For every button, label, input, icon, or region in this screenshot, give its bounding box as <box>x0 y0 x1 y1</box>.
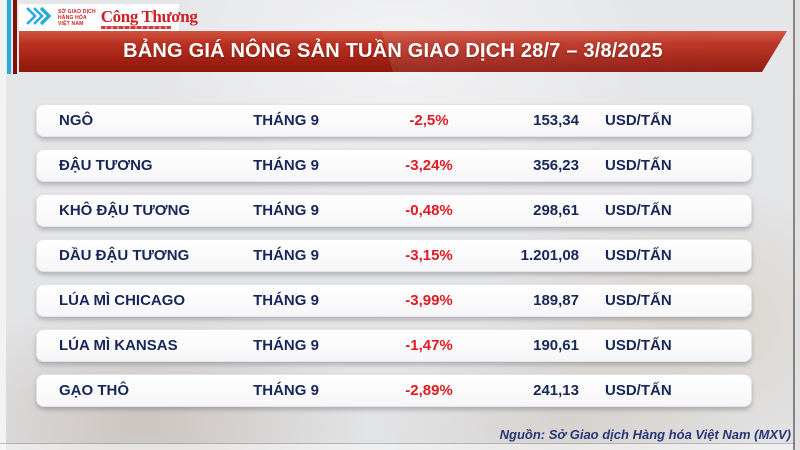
cong-thuong-slogan-bar <box>100 25 171 29</box>
contract-month: THÁNG 9 <box>253 337 319 354</box>
price-unit: USD/TẤN <box>605 202 672 219</box>
contract-month: THÁNG 9 <box>253 202 319 219</box>
contract-month: THÁNG 9 <box>253 247 319 264</box>
mxv-logo-text: SỞ GIAO DỊCH HÀNG HÓA VIỆT NAM <box>58 9 96 27</box>
price-unit: USD/TẤN <box>605 292 672 309</box>
commodity-name: GẠO THÔ <box>59 382 129 399</box>
price-unit: USD/TẤN <box>605 382 672 399</box>
price-value: 241,13 <box>533 382 579 399</box>
blue-stripe <box>7 0 11 74</box>
commodity-name: KHÔ ĐẬU TƯƠNG <box>59 202 191 219</box>
contract-month: THÁNG 9 <box>253 382 319 399</box>
commodity-name: LÚA MÌ CHICAGO <box>59 292 186 309</box>
table-row: ĐẬU TƯƠNG THÁNG 9 -3,24% 356,23 USD/TẤN <box>36 149 752 182</box>
title-banner: BẢNG GIÁ NÔNG SẢN TUẦN GIAO DỊCH 28/7 – … <box>19 31 787 72</box>
price-unit: USD/TẤN <box>605 247 672 264</box>
contract-month: THÁNG 9 <box>253 112 319 129</box>
table-row: KHÔ ĐẬU TƯƠNG THÁNG 9 -0,48% 298,61 USD/… <box>36 194 752 227</box>
change-percent: -1,47% <box>405 337 453 354</box>
maroon-stripe <box>13 0 17 74</box>
mxv-logo-line: VIỆT NAM <box>58 21 84 27</box>
cong-thuong-logo: Công Thương <box>100 6 198 29</box>
mxv-logo-icon <box>25 6 55 31</box>
price-unit: USD/TẤN <box>605 157 672 174</box>
price-value: 356,23 <box>533 157 579 174</box>
change-percent: -3,15% <box>405 247 453 264</box>
change-percent: -3,24% <box>405 157 453 174</box>
bottom-band <box>0 444 793 450</box>
commodity-name: NGÔ <box>59 112 94 129</box>
change-percent: -2,5% <box>409 112 449 129</box>
logo-strip: SỞ GIAO DỊCH HÀNG HÓA VIỆT NAM Công Thươ… <box>19 4 198 32</box>
table-row: LÚA MÌ KANSAS THÁNG 9 -1,47% 190,61 USD/… <box>36 329 752 362</box>
table-row: NGÔ THÁNG 9 -2,5% 153,34 USD/TẤN <box>36 104 752 137</box>
source-note: Nguồn: Sở Giao dịch Hàng hóa Việt Nam (M… <box>499 427 791 442</box>
table-row: DẦU ĐẬU TƯƠNG THÁNG 9 -3,15% 1.201,08 US… <box>36 239 752 272</box>
price-value: 1.201,08 <box>520 247 579 264</box>
commodity-name: DẦU ĐẬU TƯƠNG <box>59 247 190 264</box>
table-row: GẠO THÔ THÁNG 9 -2,89% 241,13 USD/TẤN <box>36 374 752 407</box>
mxv-logo-line: SỞ GIAO DỊCH <box>58 9 96 15</box>
price-unit: USD/TẤN <box>605 337 672 354</box>
price-value: 153,34 <box>533 112 579 129</box>
right-edge-line <box>793 0 795 450</box>
table-row: LÚA MÌ CHICAGO THÁNG 9 -3,99% 189,87 USD… <box>36 284 752 317</box>
contract-month: THÁNG 9 <box>253 292 319 309</box>
price-value: 298,61 <box>533 202 579 219</box>
change-percent: -0,48% <box>405 202 453 219</box>
cong-thuong-wordmark: Công Thương <box>100 6 198 26</box>
page-title: BẢNG GIÁ NÔNG SẢN TUẦN GIAO DỊCH 28/7 – … <box>123 40 663 62</box>
price-rows: NGÔ THÁNG 9 -2,5% 153,34 USD/TẤN ĐẬU TƯƠ… <box>36 104 752 419</box>
left-edge-band <box>0 0 6 450</box>
contract-month: THÁNG 9 <box>253 157 319 174</box>
price-value: 189,87 <box>533 292 579 309</box>
price-value: 190,61 <box>533 337 579 354</box>
change-percent: -3,99% <box>405 292 453 309</box>
change-percent: -2,89% <box>405 382 453 399</box>
bottom-divider <box>0 443 800 444</box>
mxv-logo-line: HÀNG HÓA <box>58 15 87 21</box>
right-edge-band <box>795 0 800 450</box>
price-unit: USD/TẤN <box>605 112 672 129</box>
commodity-name: LÚA MÌ KANSAS <box>59 337 178 354</box>
commodity-name: ĐẬU TƯƠNG <box>59 157 153 174</box>
